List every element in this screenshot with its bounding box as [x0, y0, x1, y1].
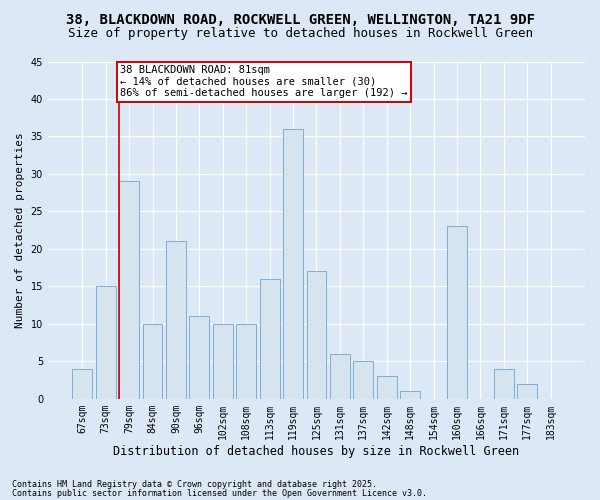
Bar: [517, 384, 537, 399]
Bar: [96, 286, 116, 399]
Bar: [353, 362, 373, 399]
Bar: [447, 226, 467, 399]
Bar: [283, 129, 303, 399]
Text: 38, BLACKDOWN ROAD, ROCKWELL GREEN, WELLINGTON, TA21 9DF: 38, BLACKDOWN ROAD, ROCKWELL GREEN, WELL…: [65, 12, 535, 26]
Bar: [166, 242, 186, 399]
Bar: [377, 376, 397, 399]
Text: 38 BLACKDOWN ROAD: 81sqm
← 14% of detached houses are smaller (30)
86% of semi-d: 38 BLACKDOWN ROAD: 81sqm ← 14% of detach…: [120, 65, 408, 98]
Y-axis label: Number of detached properties: Number of detached properties: [15, 132, 25, 328]
Bar: [119, 182, 139, 399]
Bar: [400, 392, 420, 399]
X-axis label: Distribution of detached houses by size in Rockwell Green: Distribution of detached houses by size …: [113, 444, 520, 458]
Bar: [307, 272, 326, 399]
Bar: [213, 324, 233, 399]
Text: Contains public sector information licensed under the Open Government Licence v3: Contains public sector information licen…: [12, 489, 427, 498]
Bar: [260, 279, 280, 399]
Bar: [330, 354, 350, 399]
Bar: [236, 324, 256, 399]
Bar: [190, 316, 209, 399]
Bar: [73, 369, 92, 399]
Bar: [143, 324, 163, 399]
Text: Contains HM Land Registry data © Crown copyright and database right 2025.: Contains HM Land Registry data © Crown c…: [12, 480, 377, 489]
Bar: [494, 369, 514, 399]
Text: Size of property relative to detached houses in Rockwell Green: Size of property relative to detached ho…: [67, 28, 533, 40]
